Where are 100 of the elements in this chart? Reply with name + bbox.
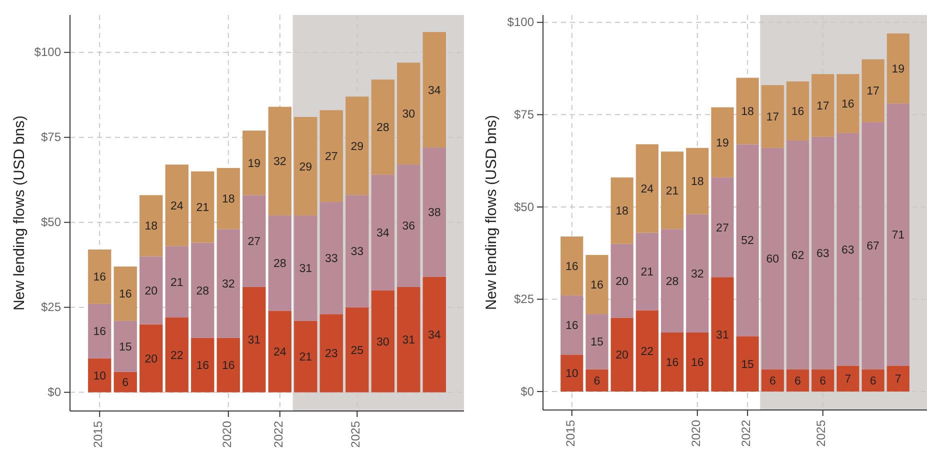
data-label: 31 (299, 263, 312, 276)
bar (786, 369, 810, 392)
bar (736, 144, 759, 336)
data-label: 21 (640, 266, 654, 279)
y-tick-label: $100 (507, 15, 534, 30)
x-tick-label: 2025 (814, 420, 828, 447)
data-label: 28 (273, 258, 286, 270)
data-label: 28 (666, 276, 679, 288)
y-tick-label: $50 (40, 215, 62, 230)
bar (812, 74, 834, 137)
y-tick-label: $0 (520, 384, 534, 398)
data-label: 34 (428, 330, 442, 342)
data-label: 24 (273, 346, 287, 359)
data-label: 6 (594, 375, 600, 388)
data-label: 60 (766, 254, 780, 266)
data-label: 6 (794, 375, 801, 388)
bar (711, 107, 734, 178)
y-tick-label: $75 (514, 108, 534, 122)
data-label: 62 (791, 250, 804, 262)
data-label: 6 (122, 377, 129, 390)
data-label: 21 (666, 185, 679, 198)
bar (268, 106, 292, 216)
data-label: 16 (93, 326, 106, 338)
data-label: 24 (640, 184, 654, 196)
bar (191, 338, 214, 392)
bar (761, 148, 784, 370)
data-label: 32 (273, 156, 286, 168)
bar (886, 104, 910, 366)
y-tick-label: $75 (40, 130, 62, 144)
bar (586, 254, 608, 314)
bar (862, 122, 884, 370)
bar (140, 256, 163, 324)
bar (862, 369, 884, 392)
bar (560, 236, 584, 296)
bar (242, 195, 266, 287)
data-label: 21 (170, 276, 184, 289)
bar (812, 136, 834, 370)
data-label: 17 (866, 86, 880, 98)
data-label: 20 (144, 353, 158, 366)
bar (660, 229, 684, 332)
bar (660, 152, 684, 230)
data-label: 32 (690, 268, 704, 280)
y-tick-label: $0 (48, 385, 62, 400)
bar (397, 164, 420, 287)
data-label: 16 (93, 272, 106, 284)
bar (397, 286, 420, 392)
bar (191, 242, 214, 338)
bar (165, 164, 188, 246)
data-label: 16 (791, 106, 804, 118)
data-label: 38 (428, 207, 441, 220)
data-label: 27 (716, 222, 729, 234)
data-label: 17 (816, 100, 830, 112)
bar (216, 338, 240, 392)
data-label: 16 (565, 261, 578, 274)
data-label: 28 (376, 122, 390, 134)
data-label: 19 (892, 64, 905, 76)
y-tick-label: $50 (514, 200, 534, 214)
bar (610, 318, 634, 392)
data-label: 67 (866, 240, 880, 253)
data-label: 16 (118, 288, 132, 301)
data-label: 34 (428, 84, 442, 97)
bar (114, 372, 137, 392)
data-label: 29 (299, 161, 312, 174)
data-label: 22 (640, 346, 654, 358)
data-label: 16 (196, 360, 210, 372)
bar (560, 354, 584, 392)
data-label: 10 (93, 370, 106, 382)
y-tick-label: $25 (40, 300, 62, 314)
bar (636, 310, 658, 392)
bar (610, 244, 634, 318)
data-label: 6 (870, 375, 876, 388)
bar (294, 216, 318, 321)
data-label: 15 (118, 341, 132, 354)
bar (586, 314, 608, 370)
bar (88, 250, 112, 304)
data-label: 6 (769, 375, 776, 388)
data-label: 63 (842, 244, 854, 256)
data-label: 27 (248, 236, 261, 248)
data-label: 33 (324, 253, 338, 266)
bar (165, 246, 188, 318)
bar (711, 277, 734, 392)
data-label: 32 (222, 278, 235, 291)
data-label: 18 (144, 220, 158, 233)
bar (268, 310, 292, 392)
data-label: 19 (716, 137, 729, 150)
bar (560, 296, 584, 355)
data-label: 31 (402, 334, 416, 347)
bar (114, 266, 137, 321)
data-label: 17 (766, 112, 780, 124)
data-label: 22 (170, 350, 184, 362)
y-tick-label: $25 (514, 292, 534, 306)
data-label: 28 (196, 285, 210, 298)
data-label: 63 (816, 248, 830, 260)
bar (320, 110, 343, 202)
data-label: 20 (616, 350, 628, 362)
bar (242, 286, 266, 392)
bar (140, 195, 163, 256)
bar (761, 85, 784, 148)
bar (114, 320, 137, 372)
data-label: 30 (376, 336, 390, 348)
